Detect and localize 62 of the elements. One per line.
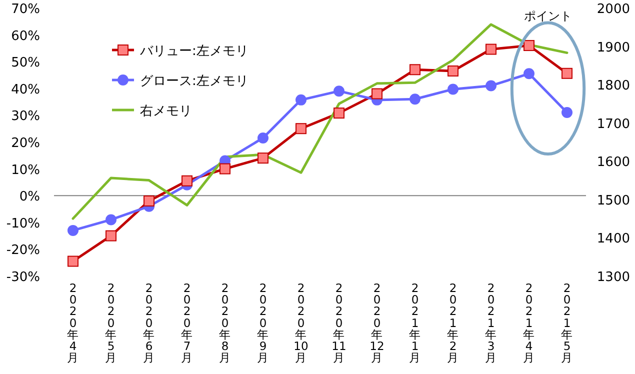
x-tick-label: 2020年5月 xyxy=(105,281,117,365)
point xyxy=(562,68,572,79)
point xyxy=(258,152,268,164)
point xyxy=(410,64,420,76)
annotation: ポイント xyxy=(524,9,572,23)
y-tick-label: -30% xyxy=(6,270,40,285)
y-tick-label: 40% xyxy=(11,82,40,98)
point xyxy=(486,44,496,55)
x-tick-label: 2020年10月 xyxy=(294,281,308,365)
point xyxy=(220,163,230,174)
point xyxy=(258,132,268,144)
x-tick-label: 2020年8月 xyxy=(219,281,231,365)
y-tick-label: -20% xyxy=(6,243,40,258)
point xyxy=(562,107,572,118)
point xyxy=(296,123,306,134)
legend-label: バリュー:左メモリ xyxy=(139,44,248,59)
point xyxy=(448,65,458,76)
x-tick-label: 2021年4月 xyxy=(523,281,535,365)
line-series xyxy=(72,23,568,220)
y-tick-label: 0% xyxy=(19,190,40,205)
y2-tick-label: 1700 xyxy=(596,116,630,132)
legend-label: 右メモリ xyxy=(140,104,192,119)
x-tick-label: 2021年2月 xyxy=(447,281,459,365)
point xyxy=(106,214,116,226)
y2-tick-label: 1600 xyxy=(596,155,630,170)
x-tick-label: 2020年12月 xyxy=(370,281,384,365)
y2-tick-label: 1400 xyxy=(596,232,630,247)
x-tick-label: 2021年5月 xyxy=(561,281,573,365)
point xyxy=(334,86,344,97)
point xyxy=(524,40,534,52)
y-tick-label: 20% xyxy=(11,136,40,151)
x-tick-label: 2020年11月 xyxy=(332,281,346,365)
x-tick-label: 2021年3月 xyxy=(485,281,497,365)
y2-tick-label: 1300 xyxy=(596,270,630,285)
y2-tick-label: 1900 xyxy=(596,40,630,56)
point xyxy=(68,224,78,236)
y-tick-label: 70% xyxy=(11,2,40,17)
y-tick-label: 30% xyxy=(11,109,40,124)
x-tick-label: 2021年1月 xyxy=(409,281,421,365)
y-tick-label: 50% xyxy=(11,56,40,71)
legend-label: グロース:左メモリ xyxy=(140,74,248,89)
y-tick-label: 60% xyxy=(11,28,40,44)
point xyxy=(144,195,154,206)
x-tick-label: 2020年6月 xyxy=(143,281,155,365)
point xyxy=(296,94,306,106)
y2-tick-label: 1800 xyxy=(596,78,630,94)
y2-tick-label: 1500 xyxy=(596,193,630,208)
x-tick-label: 2020年7月 xyxy=(181,281,193,365)
x-tick-label: 2020年4月 xyxy=(67,281,79,365)
point xyxy=(486,80,496,92)
y-tick-label: -10% xyxy=(6,216,40,232)
point xyxy=(448,84,458,95)
point xyxy=(106,230,116,242)
point xyxy=(182,175,192,186)
point xyxy=(372,88,382,100)
y2-tick-label: 2000 xyxy=(596,2,630,17)
point xyxy=(68,256,78,267)
point xyxy=(334,108,344,119)
point xyxy=(524,68,534,80)
y-tick-label: 10% xyxy=(11,162,40,178)
x-tick-label: 2020年9月 xyxy=(257,281,269,365)
point xyxy=(410,94,420,105)
